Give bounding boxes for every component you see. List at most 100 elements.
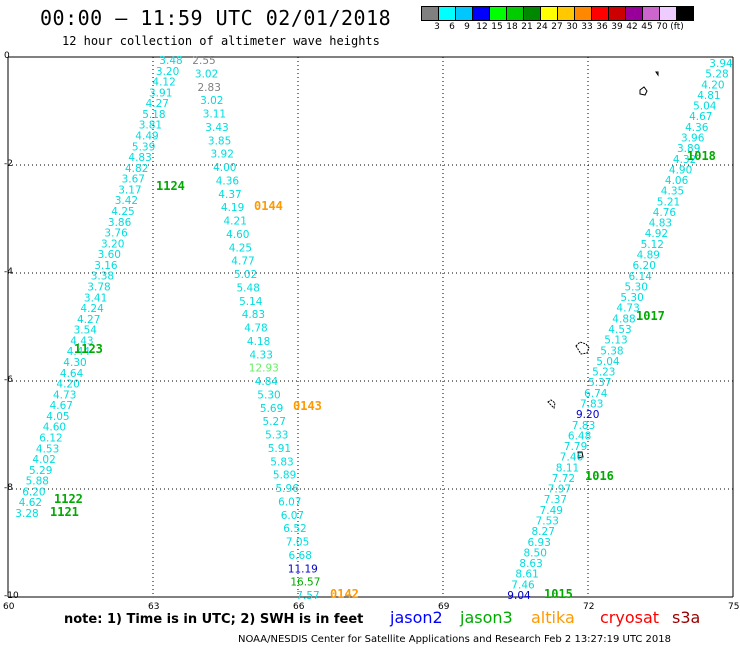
legend-label: 33 — [581, 22, 593, 32]
wave-height-value: 3.42 — [115, 195, 138, 207]
wave-height-value: 7.97 — [548, 484, 571, 496]
wave-height-value: 4.53 — [36, 443, 59, 455]
wave-height-value: 5.29 — [29, 465, 52, 477]
map-title: 00:00 – 11:59 UTC 02/01/2018 — [40, 6, 392, 30]
wave-height-value: 4.00 — [213, 162, 236, 174]
wave-height-value: 4.60 — [43, 422, 66, 434]
wave-height-value: 4.83 — [649, 218, 672, 230]
wave-height-value: 5.37 — [588, 377, 611, 389]
pass-time-label: 1124 — [156, 179, 185, 193]
wave-height-value: 5.28 — [705, 69, 728, 81]
wave-height-value: 4.62 — [19, 497, 42, 509]
wave-height-value: 5.96 — [276, 483, 300, 495]
wave-height-value: 4.37 — [218, 189, 241, 201]
island-outline — [655, 71, 659, 77]
wave-height-value: 3.78 — [87, 282, 110, 294]
legend-label: 27 — [551, 22, 563, 32]
satellite-name: cryosat — [600, 608, 660, 627]
grid-lines — [7, 56, 734, 598]
wave-height-value: 7.37 — [544, 494, 567, 506]
wave-height-value: 5.18 — [142, 109, 165, 121]
land-outlines — [547, 71, 659, 459]
wave-height-value: 5.27 — [263, 416, 286, 428]
wave-height-value: 4.90 — [669, 164, 692, 176]
legend-label: 45 — [641, 22, 653, 32]
wave-height-value: 4.77 — [231, 256, 254, 268]
wave-height-value: 5.04 — [693, 101, 717, 113]
wave-height-value: 3.48 — [159, 55, 182, 67]
wave-height-value: 3.92 — [211, 149, 234, 161]
wave-height-value: 16.57 — [290, 577, 320, 589]
wave-height-value: 7.57 — [296, 590, 319, 602]
wave-height-value: 4.35 — [661, 186, 684, 198]
legend-label: 30 — [566, 22, 578, 32]
wave-height-value: 3.02 — [195, 68, 218, 80]
wave-height-value: 8.27 — [532, 526, 555, 538]
wave-height-value: 3.54 — [74, 325, 98, 337]
legend-label: 24 — [536, 22, 548, 32]
wave-height-value: 3.17 — [118, 184, 141, 196]
legend-label: 42 — [626, 22, 638, 32]
legend-label: 6 — [449, 22, 455, 32]
wave-height-value: 2.55 — [192, 55, 215, 67]
wave-height-value: 5.04 — [596, 356, 620, 368]
wave-height-value: 6.07 — [278, 496, 301, 508]
wave-height-value: 4.20 — [56, 379, 79, 391]
satellite-name: jason3 — [460, 608, 513, 627]
wave-height-value: 4.78 — [244, 323, 267, 335]
wave-height-value: 7.83 — [580, 399, 603, 411]
wave-height-value: 3.60 — [98, 249, 121, 261]
wave-height-value: 7.79 — [564, 441, 587, 453]
x-tick-label: 60 — [3, 602, 15, 612]
wave-height-value: 3.89 — [677, 143, 700, 155]
wave-height-value: 3.28 — [15, 508, 38, 520]
wave-height-value: 5.38 — [600, 345, 623, 357]
y-tick-label: 0 — [4, 51, 10, 61]
wave-height-value: 4.02 — [32, 454, 55, 466]
wave-height-value: 3.20 — [101, 238, 124, 250]
y-tick-label: -8 — [4, 483, 13, 493]
wave-height-value: 3.43 — [205, 122, 228, 134]
wave-height-value: 3.94 — [709, 58, 733, 70]
credit-footer: NOAA/NESDIS Center for Satellite Applica… — [238, 634, 671, 645]
wave-height-value: 4.05 — [46, 411, 69, 423]
wave-height-value: 3.96 — [681, 133, 705, 145]
wave-height-value: 4.73 — [53, 389, 76, 401]
wave-height-value: 5.88 — [26, 476, 49, 488]
wave-height-value: 4.81 — [697, 90, 720, 102]
wave-height-value: 4.12 — [152, 77, 175, 89]
wave-height-value: 8.11 — [556, 462, 579, 474]
wave-height-value: 4.76 — [653, 207, 677, 219]
wave-height-value: 4.64 — [60, 368, 84, 380]
x-tick-label: 69 — [438, 602, 450, 612]
x-tick-label: 75 — [728, 602, 740, 612]
wave-height-value: 3.11 — [203, 109, 226, 121]
legend-label: 3 — [434, 22, 440, 32]
wave-height-value: 4.06 — [665, 175, 689, 187]
wave-height-value: 4.73 — [616, 303, 639, 315]
wave-height-value: 6.12 — [39, 433, 62, 445]
wave-height-value: 5.02 — [234, 269, 257, 281]
wave-height-value: 5.21 — [657, 196, 680, 208]
wave-height-value: 4.36 — [216, 175, 240, 187]
wave-height-value: 7.46 — [560, 452, 584, 464]
pass-time-label: 1015 — [544, 587, 573, 601]
wave-height-value: 4.84 — [255, 376, 279, 388]
wave-height-value: 3.86 — [108, 217, 132, 229]
legend-label: 12 — [476, 22, 488, 32]
wave-height-value: 6.52 — [283, 523, 306, 535]
wave-height-value: 4.25 — [111, 206, 134, 218]
legend-label: 36 — [596, 22, 608, 32]
wave-height-value: 4.27 — [146, 98, 169, 110]
wave-height-value: 6.14 — [629, 271, 653, 283]
units-note: note: 1) Time is in UTC; 2) SWH is in fe… — [64, 612, 364, 627]
track-labels: 3.483.204.123.914.275.183.814.495.394.83… — [15, 55, 733, 602]
legend-swatch — [676, 6, 694, 21]
wave-height-value: 4.60 — [226, 229, 249, 241]
wave-height-value: 2.83 — [198, 82, 221, 94]
color-legend — [421, 6, 694, 21]
wave-height-value: 4.18 — [247, 336, 270, 348]
x-tick-label: 72 — [583, 602, 595, 612]
wave-height-value: 5.89 — [273, 470, 296, 482]
